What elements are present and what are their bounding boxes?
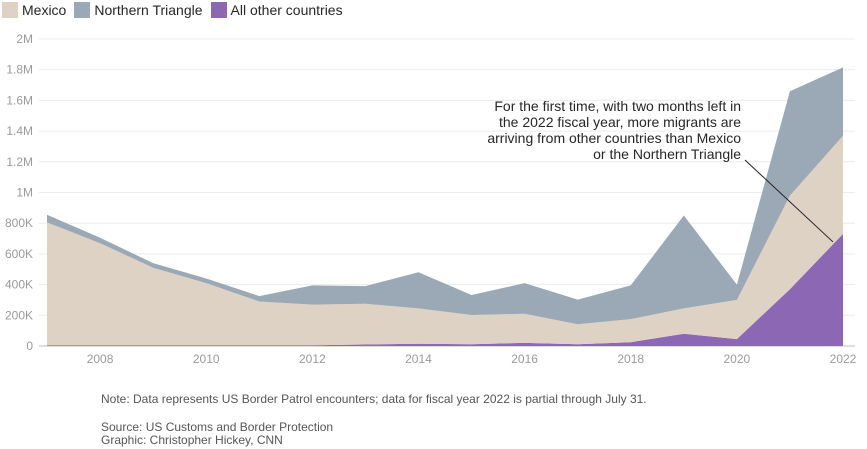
- x-tick-label: 2008: [87, 352, 114, 366]
- footer-source: Source: US Customs and Border Protection: [101, 420, 334, 434]
- legend: Mexico Northern Triangle All other count…: [2, 2, 351, 18]
- legend-item-northern-triangle: Northern Triangle: [74, 2, 203, 18]
- legend-swatch-all-other-countries: [210, 2, 227, 18]
- x-tick-label: 2020: [724, 352, 751, 366]
- y-tick-label: 200K: [5, 308, 33, 322]
- x-tick-label: 2018: [617, 352, 644, 366]
- annotation-text: arriving from other countries than Mexic…: [487, 130, 741, 146]
- annotation-text: the 2022 fiscal year, more migrants are: [499, 114, 741, 130]
- annotation-pointer: [744, 159, 834, 243]
- annotation-text: or the Northern Triangle: [593, 146, 741, 162]
- y-tick-label: 1.8M: [6, 63, 33, 77]
- legend-label-mexico: Mexico: [22, 2, 67, 18]
- legend-swatch-mexico: [2, 2, 18, 18]
- x-tick-label: 2022: [830, 352, 857, 366]
- y-tick-label: 400K: [5, 278, 33, 292]
- x-tick-label: 2014: [405, 352, 432, 366]
- area-chart: 0 200K 400K 600K 800K 1M 1.2M 1.4M 1.6M 1.8M 2M 200…: [5, 32, 857, 366]
- x-tick-label: 2012: [299, 352, 326, 366]
- x-tick-label: 2016: [511, 352, 538, 366]
- footer-note: Note: Data represents US Border Patrol e…: [101, 392, 647, 406]
- y-tick-label: 1.2M: [6, 155, 33, 169]
- y-tick-label: 600K: [5, 247, 33, 261]
- area-all-other-countries: [47, 233, 843, 346]
- legend-swatch-northern-triangle: [74, 2, 91, 18]
- legend-label-northern-triangle: Northern Triangle: [94, 2, 203, 18]
- area-mexico: [47, 135, 843, 346]
- legend-item-mexico: Mexico: [2, 2, 66, 18]
- legend-label-all-other-countries: All other countries: [230, 2, 343, 18]
- y-tick-label: 1.4M: [6, 124, 33, 138]
- y-tick-label: 800K: [5, 216, 33, 230]
- x-tick-label: 2010: [193, 352, 220, 366]
- y-tick-label: 2M: [16, 32, 33, 46]
- annotation-text: For the first time, with two months left…: [494, 98, 741, 114]
- y-tick-label: 0: [26, 339, 33, 353]
- y-tick-label: 1M: [16, 186, 33, 200]
- y-tick-label: 1.6M: [6, 93, 33, 107]
- legend-item-all-other-countries: All other countries: [210, 2, 343, 18]
- footer-credit: Graphic: Christopher Hickey, CNN: [101, 433, 283, 447]
